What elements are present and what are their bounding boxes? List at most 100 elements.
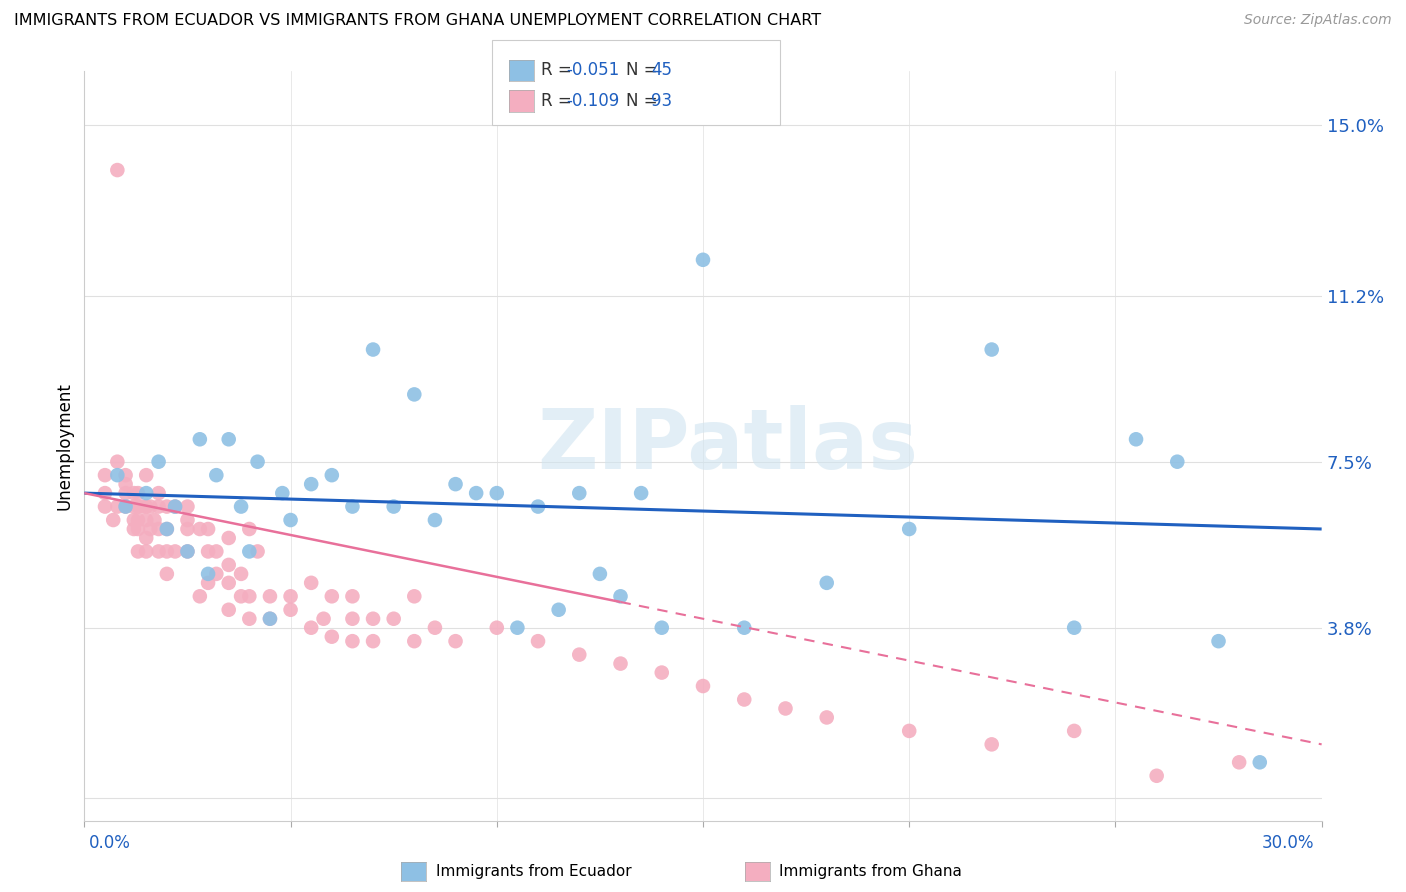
Point	[94, 486, 117, 500]
Point	[205, 468, 228, 483]
Point	[775, 701, 797, 715]
Point	[105, 163, 128, 178]
Point	[423, 621, 446, 635]
Point	[980, 343, 1002, 357]
Point	[148, 522, 170, 536]
Point	[423, 513, 446, 527]
Point	[176, 522, 198, 536]
Point	[127, 486, 149, 500]
Text: 45: 45	[651, 62, 672, 79]
Point	[114, 500, 136, 514]
Point	[1063, 723, 1085, 738]
Text: Immigrants from Ecuador: Immigrants from Ecuador	[436, 864, 631, 879]
Point	[148, 544, 170, 558]
Point	[312, 612, 335, 626]
Point	[1249, 756, 1271, 770]
Text: R =: R =	[541, 62, 578, 79]
Point	[651, 621, 673, 635]
Point	[465, 486, 488, 500]
Point	[568, 648, 591, 662]
Point	[280, 590, 302, 604]
Point	[229, 566, 252, 581]
Point	[135, 486, 157, 500]
Point	[651, 665, 673, 680]
Point	[122, 486, 145, 500]
Text: IMMIGRANTS FROM ECUADOR VS IMMIGRANTS FROM GHANA UNEMPLOYMENT CORRELATION CHART: IMMIGRANTS FROM ECUADOR VS IMMIGRANTS FR…	[14, 13, 821, 29]
Point	[815, 710, 838, 724]
Point	[444, 477, 467, 491]
Point	[898, 522, 921, 536]
Point	[485, 621, 508, 635]
Point	[361, 612, 384, 626]
Point	[218, 575, 240, 590]
Point	[321, 630, 343, 644]
Point	[342, 500, 364, 514]
Point	[188, 522, 211, 536]
Point	[382, 500, 405, 514]
Point	[218, 531, 240, 545]
Point	[898, 723, 921, 738]
Point	[127, 522, 149, 536]
Point	[197, 575, 219, 590]
Point	[114, 468, 136, 483]
Text: Immigrants from Ghana: Immigrants from Ghana	[779, 864, 962, 879]
Point	[135, 531, 157, 545]
Text: N =: N =	[626, 62, 662, 79]
Point	[527, 634, 550, 648]
Text: 93: 93	[651, 92, 672, 110]
Point	[1227, 756, 1250, 770]
Point	[259, 612, 281, 626]
Point	[165, 544, 187, 558]
Point	[1063, 621, 1085, 635]
Point	[321, 590, 343, 604]
Point	[630, 486, 652, 500]
Point	[176, 513, 198, 527]
Text: 0.0%: 0.0%	[89, 834, 131, 852]
Point	[444, 634, 467, 648]
Text: Source: ZipAtlas.com: Source: ZipAtlas.com	[1244, 13, 1392, 28]
Point	[342, 612, 364, 626]
Point	[361, 343, 384, 357]
Point	[692, 679, 714, 693]
Point	[238, 612, 260, 626]
Point	[1166, 455, 1188, 469]
Point	[733, 621, 755, 635]
Y-axis label: Unemployment: Unemployment	[55, 382, 73, 510]
Point	[506, 621, 529, 635]
Point	[1125, 432, 1147, 446]
Point	[156, 544, 179, 558]
Point	[135, 468, 157, 483]
Point	[105, 500, 128, 514]
Point	[361, 634, 384, 648]
Point	[94, 468, 117, 483]
Point	[815, 575, 838, 590]
Point	[148, 486, 170, 500]
Point	[176, 500, 198, 514]
Point	[205, 566, 228, 581]
Point	[114, 500, 136, 514]
Point	[156, 522, 179, 536]
Point	[246, 544, 269, 558]
Point	[280, 603, 302, 617]
Point	[135, 513, 157, 527]
Point	[609, 590, 631, 604]
Point	[229, 590, 252, 604]
Point	[122, 522, 145, 536]
Point	[485, 486, 508, 500]
Point	[139, 522, 162, 536]
Text: ZIPatlas: ZIPatlas	[537, 406, 918, 486]
Point	[609, 657, 631, 671]
Point	[127, 513, 149, 527]
Point	[156, 500, 179, 514]
Point	[299, 575, 322, 590]
Point	[342, 634, 364, 648]
Point	[156, 566, 179, 581]
Point	[1208, 634, 1230, 648]
Point	[218, 432, 240, 446]
Point	[246, 455, 269, 469]
Point	[143, 513, 166, 527]
Point	[205, 544, 228, 558]
Point	[127, 500, 149, 514]
Point	[280, 513, 302, 527]
Text: R =: R =	[541, 92, 578, 110]
